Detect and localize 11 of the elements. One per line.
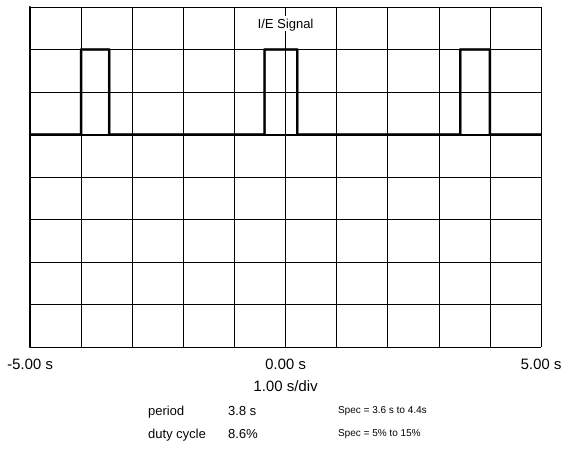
text: period: [148, 403, 184, 418]
x-tick-label: -5.00 s: [7, 356, 53, 373]
text: 3.8 s: [228, 403, 256, 418]
text: Spec = 5% to 15%: [338, 428, 421, 439]
x-tick-label: 5.00 s: [520, 356, 562, 373]
x-axis-title: 1.00 s/div: [253, 378, 318, 395]
text: 8.6%: [228, 426, 258, 441]
text: Spec = 3.6 s to 4.4s: [338, 405, 427, 416]
x-tick-label: 0.00 s: [265, 356, 306, 373]
text: duty cycle: [148, 426, 206, 441]
chart-title: I/E Signal: [258, 16, 314, 31]
